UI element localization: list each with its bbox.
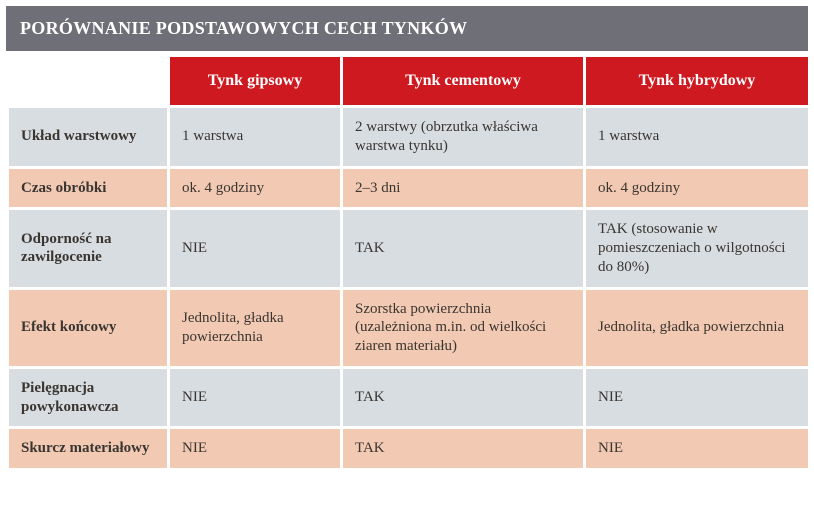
table-row: Układ warstwowy 1 warstwa 2 warstwy (obr… <box>9 108 808 166</box>
table-row: Odporność na zawilgocenie NIE TAK TAK (s… <box>9 210 808 286</box>
table-title: PORÓWNANIE PODSTAWOWYCH CECH TYNKÓW <box>6 6 808 51</box>
cell-cementowy: TAK <box>343 429 583 468</box>
cell-cementowy: TAK <box>343 369 583 427</box>
cell-gipsowy: 1 warstwa <box>170 108 340 166</box>
cell-hybrydowy: TAK (stosowanie w pomieszczeniach o wilg… <box>586 210 808 286</box>
row-label: Efekt końcowy <box>9 290 167 366</box>
cell-cementowy: 2 warstwy (obrzutka właściwa warstwa tyn… <box>343 108 583 166</box>
table-row: Efekt końcowy Jednolita, gładka powierzc… <box>9 290 808 366</box>
cell-hybrydowy: Jednolita, gładka powierzchnia <box>586 290 808 366</box>
cell-hybrydowy: 1 warstwa <box>586 108 808 166</box>
table-row: Skurcz materiałowy NIE TAK NIE <box>9 429 808 468</box>
cell-cementowy: 2–3 dni <box>343 169 583 208</box>
cell-hybrydowy: NIE <box>586 369 808 427</box>
cell-cementowy: Szorstka powierzchnia (uzależniona m.in.… <box>343 290 583 366</box>
cell-hybrydowy: NIE <box>586 429 808 468</box>
header-col-cementowy: Tynk cementowy <box>343 57 583 105</box>
header-col-hybrydowy: Tynk hybrydowy <box>586 57 808 105</box>
comparison-table: Tynk gipsowy Tynk cementowy Tynk hybrydo… <box>6 54 811 471</box>
table-row: Czas obróbki ok. 4 godziny 2–3 dni ok. 4… <box>9 169 808 208</box>
cell-gipsowy: ok. 4 godziny <box>170 169 340 208</box>
row-label: Układ warstwowy <box>9 108 167 166</box>
table-container: PORÓWNANIE PODSTAWOWYCH CECH TYNKÓW Tynk… <box>0 0 814 477</box>
row-label: Pielęgnacja powykonawcza <box>9 369 167 427</box>
header-blank <box>9 57 167 105</box>
header-col-gipsowy: Tynk gipsowy <box>170 57 340 105</box>
table-row: Pielęgnacja powykonawcza NIE TAK NIE <box>9 369 808 427</box>
cell-gipsowy: NIE <box>170 429 340 468</box>
cell-cementowy: TAK <box>343 210 583 286</box>
row-label: Skurcz materiałowy <box>9 429 167 468</box>
row-label: Odporność na zawilgocenie <box>9 210 167 286</box>
cell-gipsowy: Jednolita, gładka powierzchnia <box>170 290 340 366</box>
cell-gipsowy: NIE <box>170 369 340 427</box>
cell-hybrydowy: ok. 4 godziny <box>586 169 808 208</box>
cell-gipsowy: NIE <box>170 210 340 286</box>
row-label: Czas obróbki <box>9 169 167 208</box>
table-header-row: Tynk gipsowy Tynk cementowy Tynk hybrydo… <box>9 57 808 105</box>
